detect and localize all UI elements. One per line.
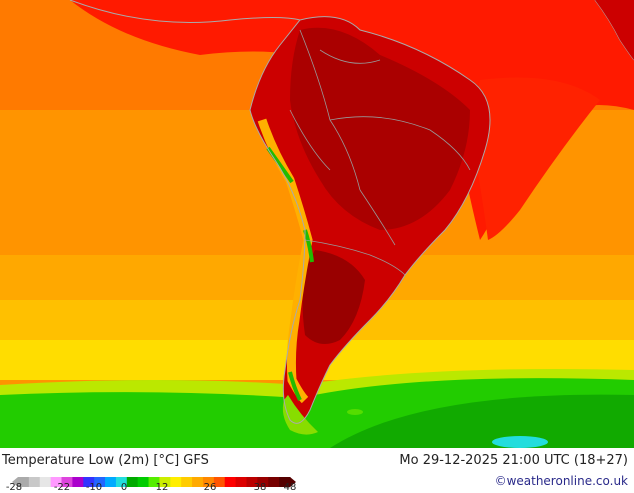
falkland-islands: [347, 409, 363, 415]
legend-swatch: [213, 477, 226, 487]
legend-swatch: [18, 477, 30, 487]
legend-tick: -28: [5, 482, 23, 493]
legend-tick: 0: [120, 482, 128, 493]
patagonia-hot-core: [302, 250, 365, 344]
cold-band-darker-green: [330, 394, 634, 448]
andes-green-peaks: [266, 146, 314, 401]
southern-tip: [282, 395, 318, 435]
legend-swatch: [279, 477, 291, 487]
legend-swatch: [137, 477, 150, 487]
legend-swatch: [72, 477, 84, 487]
legend-swatch: [50, 477, 63, 487]
country-borders: [289, 29, 471, 276]
legend-swatch: [170, 477, 182, 487]
color-legend: -28 -22 -10 0 12 26 38 48: [6, 472, 297, 493]
legend-swatch: [148, 477, 160, 487]
credit-link[interactable]: ©weatheronline.co.uk: [494, 474, 628, 488]
legend-swatch: [268, 477, 280, 487]
legend-arrow-left: [12, 477, 18, 487]
map-title: Temperature Low (2m) [°C] GFS: [2, 453, 209, 468]
legend-swatch: [257, 477, 269, 487]
legend-swatch: [202, 477, 215, 487]
legend-swatch: [159, 477, 171, 487]
atlantic-red-tongue: [470, 77, 600, 240]
map-footer: Temperature Low (2m) [°C] GFS Mo 29-12-2…: [0, 448, 634, 493]
legend-tick: 38: [253, 482, 267, 493]
legend-tick: -10: [85, 482, 103, 493]
legend-swatch: [28, 477, 41, 487]
africa-land: [595, 0, 634, 60]
legend-swatch: [181, 477, 193, 487]
legend-arrow-right: [290, 477, 296, 487]
legend-swatch: [115, 477, 128, 487]
cold-patch-cyan: [492, 436, 548, 448]
map-datetime: Mo 29-12-2025 21:00 UTC (18+27): [399, 453, 628, 468]
legend-swatch: [192, 477, 204, 487]
legend-tick: 48: [283, 482, 297, 493]
legend-tick: -22: [53, 482, 71, 493]
legend-colorbar: [12, 477, 296, 487]
legend-swatch: [224, 477, 237, 487]
legend-swatch: [105, 477, 117, 487]
legend-swatch: [83, 477, 95, 487]
legend-tick: 26: [203, 482, 217, 493]
legend-tick: 12: [155, 482, 169, 493]
legend-swatch: [126, 477, 139, 487]
coastline: [249, 16, 491, 424]
legend-swatch: [39, 477, 52, 487]
caribbean-coast: [69, 0, 301, 23]
amazon-hot-core: [290, 27, 470, 231]
legend-swatch: [235, 477, 247, 487]
legend-swatch: [94, 477, 106, 487]
legend-swatch: [61, 477, 73, 487]
legend-swatch: [246, 477, 258, 487]
temperature-map: [0, 0, 634, 448]
